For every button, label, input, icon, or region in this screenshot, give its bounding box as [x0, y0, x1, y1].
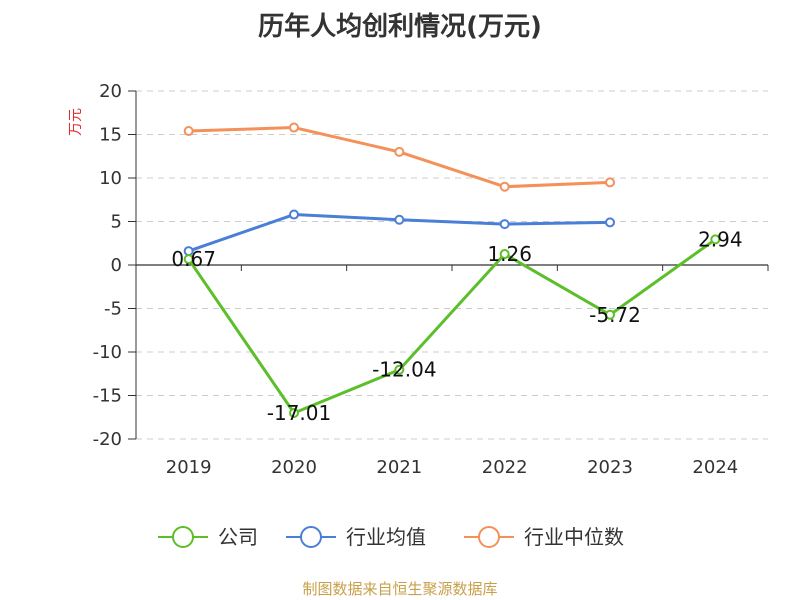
legend-label: 行业均值	[346, 525, 426, 549]
data-point	[605, 217, 615, 228]
axis-layer: 20 15 10 5 0 -5 -10 -15 -20 2019 2020 2021 2022 2023 2…	[68, 81, 769, 478]
x-tick-label: 2024	[692, 457, 738, 478]
y-tick-label: -20	[93, 429, 122, 450]
data-label: 1.26	[487, 242, 532, 266]
data-label: 0.67	[171, 247, 216, 271]
data-point	[183, 254, 194, 265]
data-point	[183, 126, 194, 137]
legend-item: 行业中位数	[464, 525, 624, 549]
x-tick-label: 2020	[271, 457, 317, 478]
series-layer	[183, 122, 721, 418]
legend-label: 行业中位数	[524, 525, 624, 549]
y-tick-label: 10	[99, 168, 122, 189]
x-tick-label: 2023	[587, 457, 633, 478]
y-axis-unit: 万元	[68, 108, 84, 136]
y-tick-label: 15	[99, 125, 122, 146]
data-point	[499, 219, 510, 230]
data-point	[394, 214, 405, 225]
legend-marker	[300, 526, 322, 548]
y-tick-label: 20	[99, 81, 122, 102]
data-point	[394, 146, 405, 157]
data-label: -5.72	[589, 303, 641, 327]
legend-item: 行业均值	[286, 525, 426, 549]
data-label: -12.04	[372, 358, 436, 382]
data-point	[605, 309, 615, 320]
legend-label: 公司	[218, 525, 258, 549]
data-point	[394, 364, 405, 375]
y-tick-label: -15	[93, 386, 122, 407]
source-text: 制图数据来自恒生聚源数据库	[302, 580, 498, 598]
label-layer: 0.67 -17.01 -12.04 1.26 -5.72 2.94	[171, 227, 742, 425]
legend: 公司 行业均值 行业中位数	[158, 525, 624, 549]
legend-marker	[172, 526, 194, 548]
y-tick-label: -5	[104, 299, 122, 320]
data-point	[499, 249, 510, 260]
data-label: -17.01	[267, 401, 331, 425]
data-label: 2.94	[698, 227, 743, 251]
data-point	[605, 177, 615, 188]
y-tick-label: 0	[111, 255, 122, 276]
x-tick-label: 2021	[376, 457, 422, 478]
x-tick-label: 2022	[482, 457, 528, 478]
data-point	[499, 181, 510, 192]
data-point	[289, 407, 299, 418]
y-tick-label: 5	[111, 212, 122, 233]
legend-marker	[478, 526, 500, 548]
legend-item: 公司	[158, 525, 258, 549]
chart-title: 历年人均创利情况(万元)	[258, 12, 542, 42]
series-line-1	[187, 238, 717, 415]
data-point	[710, 234, 721, 245]
data-point	[289, 209, 299, 220]
x-tick-label: 2019	[166, 457, 212, 478]
data-point	[289, 122, 299, 133]
y-tick-label: -10	[93, 342, 122, 363]
